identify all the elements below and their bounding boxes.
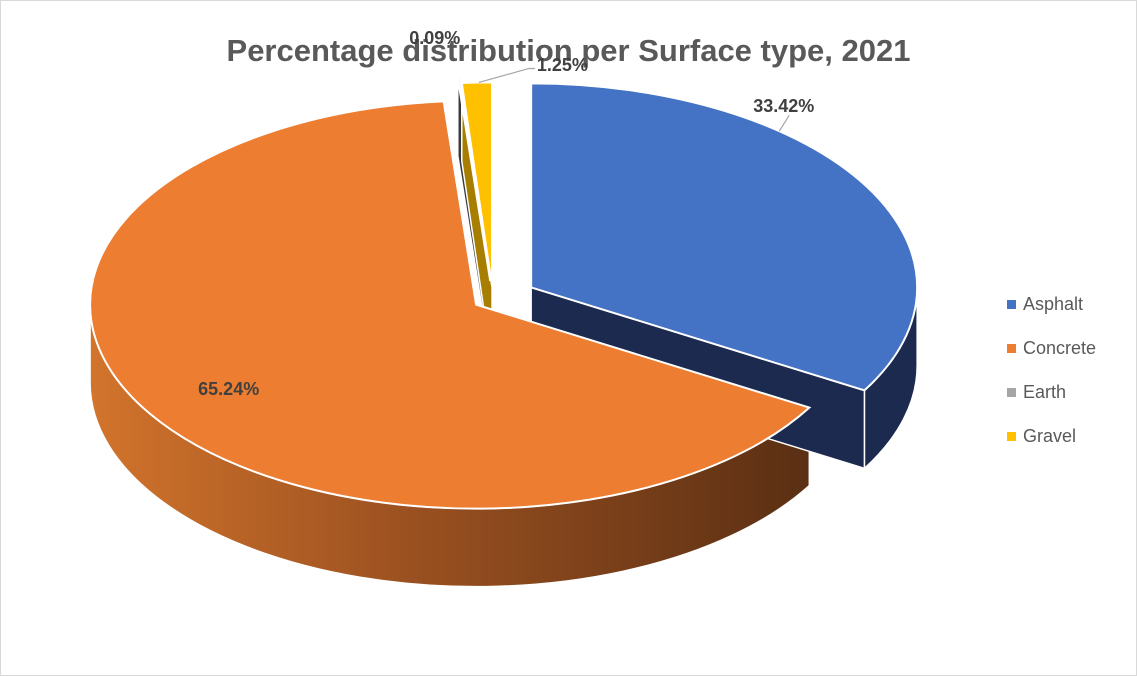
data-label-asphalt: 33.42% <box>753 96 814 116</box>
data-label-gravel: 1.25% <box>537 55 588 75</box>
slice-gravel <box>460 81 494 287</box>
leader-line-gravel <box>478 67 535 84</box>
pie-slices <box>89 76 919 588</box>
legend-label: Asphalt <box>1023 293 1084 314</box>
legend-swatch <box>1007 431 1016 441</box>
slice-concrete <box>89 100 812 510</box>
legend-item-earth: Earth <box>1007 381 1096 403</box>
legend-item-gravel: Gravel <box>1007 425 1096 447</box>
data-label-earth: 0.09% <box>409 28 460 48</box>
leader-lines <box>478 67 790 132</box>
data-label-concrete: 65.24% <box>198 379 259 399</box>
chart-title: Percentage distribution per Surface type… <box>226 33 911 68</box>
legend-label: Earth <box>1023 381 1067 402</box>
legend-label: Gravel <box>1023 425 1077 446</box>
slice-asphalt <box>530 82 919 392</box>
legend-swatch <box>1007 299 1016 309</box>
legend-item-concrete: Concrete <box>1007 337 1096 359</box>
legend: Asphalt Concrete Earth Gravel <box>1007 293 1096 469</box>
legend-swatch <box>1007 387 1016 397</box>
leader-line-asphalt <box>778 114 790 132</box>
slice-earth <box>456 76 492 282</box>
legend-label: Concrete <box>1023 337 1097 358</box>
data-labels: 33.42% 65.24% 0.09% 1.25% <box>198 28 814 399</box>
legend-swatch <box>1007 343 1016 353</box>
legend-item-asphalt: Asphalt <box>1007 293 1096 315</box>
